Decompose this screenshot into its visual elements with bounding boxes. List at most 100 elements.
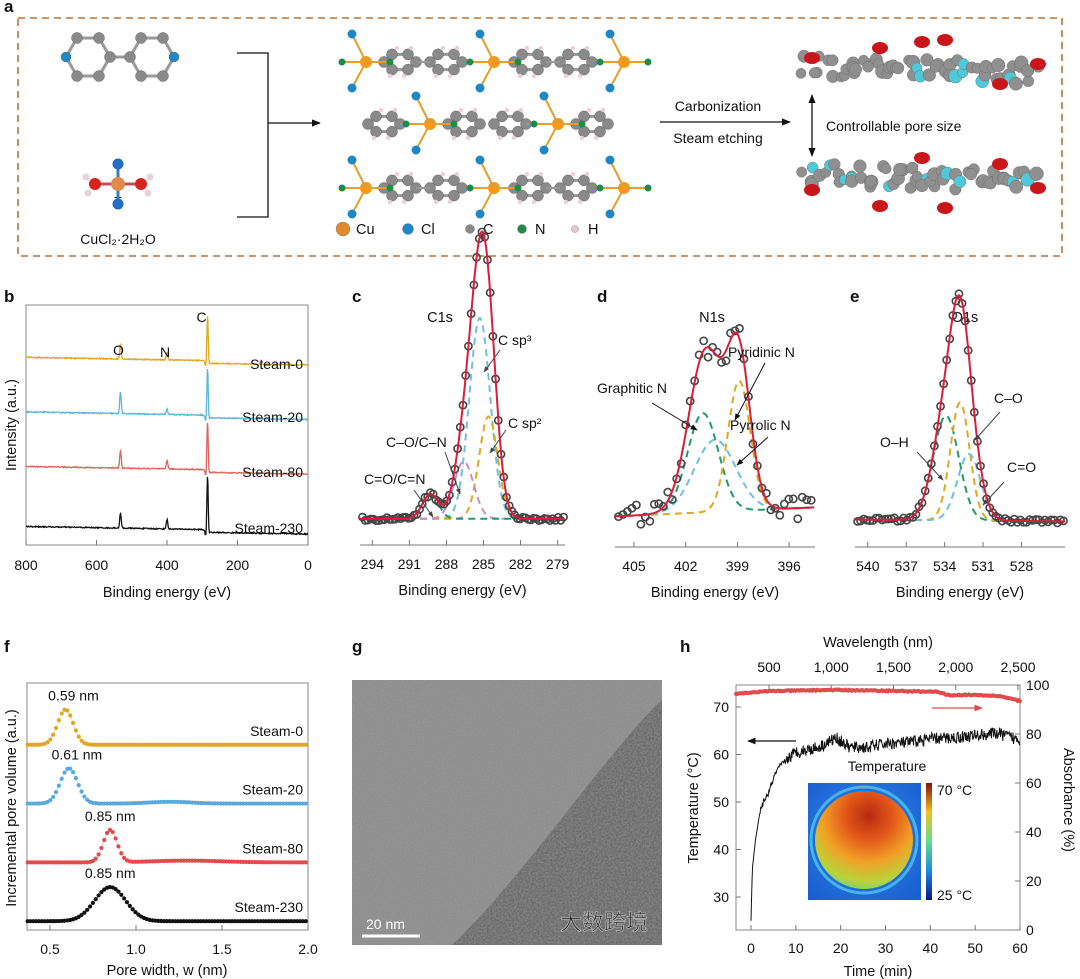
data-point (703, 352, 713, 362)
hydrogen-atom (563, 199, 569, 205)
panel-h-x2-tick-label: 1,000 (814, 659, 849, 675)
hydrogen-atom (408, 45, 414, 51)
carbon-atom (450, 110, 462, 123)
hydrogen-atom (440, 45, 446, 51)
data-point (70, 720, 76, 725)
annotation-arrow (916, 451, 944, 481)
carbon-atom (512, 125, 524, 138)
hydrogen-atom (472, 107, 478, 113)
oxygen-atom (1030, 58, 1046, 70)
hydrogen-atom (447, 199, 453, 205)
data-point (96, 852, 101, 857)
inset-title: Temperature (848, 758, 927, 774)
data-point (122, 896, 127, 901)
panel-c-x-tick-label: 282 (509, 556, 533, 572)
peak-label: N (160, 344, 170, 360)
data-point (303, 860, 308, 865)
legend-label: H (588, 222, 598, 238)
panel-h-x2-tick-label: 1,500 (876, 659, 911, 675)
nitrogen-atom (644, 184, 652, 192)
annotation-o-h: O–H (880, 434, 909, 450)
legend-swatch (571, 225, 579, 233)
nitrogen-atom (596, 184, 604, 192)
panel-b-x-tick-label: 400 (155, 557, 179, 573)
panel-e-x-tick-label: 531 (971, 558, 995, 574)
oxygen-atom (992, 78, 1008, 90)
panel-label-g: g (352, 637, 362, 656)
pore-series-steam-0 (25, 707, 308, 747)
copper-atom (552, 118, 564, 130)
data-point (102, 837, 107, 843)
data-point (70, 770, 76, 775)
carbon-atom (432, 48, 444, 61)
data-point (68, 713, 73, 718)
data-point (119, 892, 124, 897)
panel-b-x-tick-label: 200 (226, 557, 250, 573)
carbon-atom (370, 110, 382, 123)
data-point (717, 358, 726, 367)
carbon-atom (848, 62, 862, 76)
nitrogen-atom (466, 184, 474, 192)
data-point (48, 737, 53, 742)
data-point (79, 738, 84, 743)
panel-h-x-tick-label: 40 (923, 940, 939, 956)
copper-atom (488, 182, 500, 194)
panel-d-x-tick-label: 396 (777, 558, 801, 574)
panel-h-y-axis-title: Temperature (°C) (686, 752, 702, 863)
carbon-atom (796, 166, 808, 178)
nitrogen-atom (644, 58, 652, 66)
data-point (303, 801, 308, 806)
annotation-pyridinic-n: Pyridinic N (728, 344, 795, 360)
panel-f-x-axis-title: Pore width, w (nm) (107, 963, 228, 979)
panel-b-y-axis-title: Intensity (a.u.) (4, 379, 20, 471)
carbon-atom (532, 189, 544, 202)
hydrogen-atom (531, 73, 537, 79)
temperature-curve (750, 727, 1021, 921)
panel-label-d: d (597, 287, 607, 306)
carbon-atom (135, 32, 147, 44)
oxygen-atom (937, 202, 953, 214)
chlorine-atom (112, 158, 124, 170)
data-point (119, 851, 124, 856)
carbon-atom (602, 118, 614, 130)
hydrogen-atom (433, 73, 439, 79)
panel-h-x2-tick-label: 500 (757, 659, 781, 675)
data-point (51, 732, 56, 737)
watermark-logo: 大数跨境 (560, 910, 648, 935)
legend-item-cl: Cl (402, 222, 435, 238)
thermal-ring (809, 785, 919, 895)
panel-d-title: N1s (699, 310, 725, 326)
panel-h-y-tick-label: 60 (713, 747, 729, 763)
hydrogen-atom (563, 73, 569, 79)
carbon-atom (448, 48, 460, 61)
carbon-atom (512, 110, 524, 123)
hydrogen-atom (387, 199, 393, 205)
data-point (303, 742, 308, 747)
data-point (113, 886, 118, 892)
data-point (79, 789, 84, 794)
legend-item-n: N (517, 222, 545, 238)
data-point (56, 718, 61, 723)
thermal-image-inset (808, 783, 932, 900)
reagent-formula: CuCl₂·2H₂O (80, 231, 156, 247)
copper-atom (360, 56, 372, 68)
carbon-atom (853, 159, 867, 173)
data-point (116, 844, 121, 849)
carbon-atom (1022, 75, 1035, 87)
carbon-atom (93, 70, 105, 82)
legend-label: Cl (421, 222, 435, 238)
carbon-atom (432, 174, 444, 187)
chlorine-atom (475, 29, 485, 39)
data-point (766, 505, 776, 515)
data-point (694, 350, 704, 360)
annotation-c-o-c-n-double: C=O/C=N (364, 471, 425, 487)
chlorine-atom (347, 83, 357, 93)
carbon-atom (920, 53, 934, 67)
panel-c-x-tick-label: 285 (472, 556, 496, 572)
hydrogen-atom (454, 171, 460, 177)
process-label-steam-etching: Steam etching (673, 130, 763, 146)
data-point (73, 776, 78, 781)
data-point (793, 514, 803, 524)
carbon-atom (578, 48, 590, 61)
oxygen-atom (804, 184, 820, 196)
